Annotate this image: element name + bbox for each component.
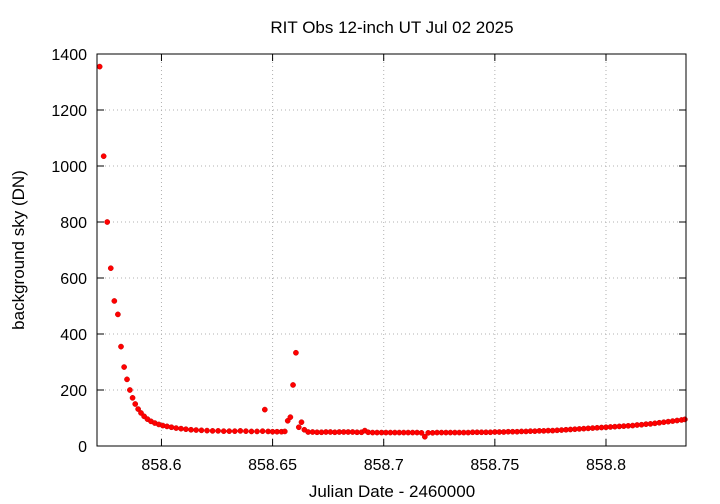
y-tick-label: 1200 — [51, 103, 87, 120]
data-points — [96, 63, 688, 440]
chart-title: RIT Obs 12-inch UT Jul 02 2025 — [270, 18, 513, 37]
y-axis-title: background sky (DN) — [9, 170, 28, 330]
data-point — [254, 428, 260, 435]
data-point — [418, 429, 425, 436]
data-point — [124, 376, 130, 383]
y-tick-label: 1000 — [51, 159, 87, 176]
data-point — [178, 425, 184, 432]
data-point — [127, 387, 133, 393]
y-tick-label: 200 — [60, 383, 87, 400]
data-point — [121, 364, 127, 370]
data-point — [682, 416, 688, 423]
plot-frame — [96, 53, 687, 447]
y-tick-label: 400 — [60, 327, 87, 344]
x-tick-label: 858.65 — [248, 457, 297, 474]
x-tick-label: 858.75 — [470, 457, 519, 474]
data-point — [293, 349, 299, 356]
data-point — [118, 343, 124, 350]
data-point — [129, 394, 136, 401]
data-point — [198, 427, 205, 434]
axis-ticks: 858.6 858.65 858.7 858.75 858.8 0 200 400 600 800… — [51, 47, 686, 474]
data-point — [104, 219, 111, 225]
y-tick-label: 600 — [60, 271, 87, 288]
data-point — [281, 428, 288, 435]
y-tick-label: 1400 — [51, 47, 87, 64]
data-point — [183, 426, 189, 433]
data-point — [231, 428, 238, 435]
data-point — [209, 428, 216, 434]
data-point — [226, 428, 233, 435]
data-point — [204, 427, 210, 434]
data-point — [295, 424, 302, 431]
data-point — [115, 311, 121, 318]
data-point — [261, 406, 268, 413]
data-point — [259, 428, 266, 435]
grid — [97, 54, 686, 446]
data-point — [243, 428, 249, 435]
data-point — [132, 401, 139, 407]
data-point — [248, 428, 255, 435]
data-point — [100, 153, 107, 160]
y-tick-label: 0 — [78, 439, 87, 456]
x-tick-label: 858.7 — [364, 457, 404, 474]
x-tick-label: 858.8 — [586, 457, 626, 474]
data-point — [193, 427, 199, 433]
x-tick-label: 858.6 — [141, 457, 181, 474]
data-point — [96, 63, 103, 70]
data-point — [220, 428, 227, 435]
data-point — [298, 419, 305, 426]
data-point — [290, 382, 296, 388]
data-point — [168, 424, 175, 431]
data-point — [421, 433, 428, 440]
data-point — [237, 428, 244, 434]
data-point — [111, 298, 118, 304]
x-axis-title: Julian Date - 2460000 — [309, 482, 475, 501]
data-point — [173, 425, 179, 431]
data-point — [188, 426, 194, 433]
data-point — [107, 265, 114, 272]
data-point — [215, 428, 221, 434]
data-point — [287, 414, 294, 421]
y-tick-label: 800 — [60, 215, 87, 232]
data-point — [135, 406, 141, 412]
